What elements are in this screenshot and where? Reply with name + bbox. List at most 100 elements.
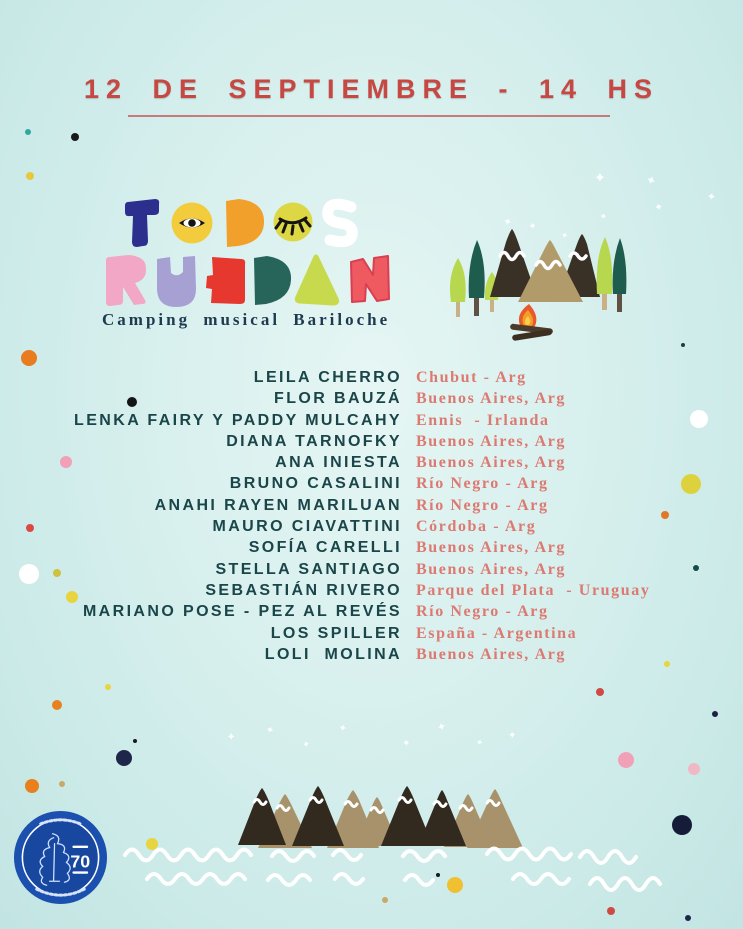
bottom-mountains-waves	[123, 786, 662, 892]
confetti-dot	[105, 684, 111, 690]
artist-origin: España - Argentina	[416, 624, 578, 642]
artist-name: ANA INIESTA	[275, 454, 402, 472]
artist-origin: Buenos Aires, Arg	[416, 560, 567, 578]
confetti-dot	[618, 752, 634, 768]
sparkle-icon: ✦	[337, 721, 347, 734]
artist-origin: Río Negro - Arg	[416, 496, 549, 514]
event-date-title: 12 DE SEPTIEMBRE - 14 HS	[83, 74, 660, 104]
tree-icon	[596, 237, 627, 312]
lineup-row: ANA INIESTA Buenos Aires, Arg	[0, 454, 743, 475]
artist-name: LOLI MOLINA	[264, 645, 402, 663]
artist-name: FLOR BAUZÁ	[274, 390, 402, 408]
lineup-row: BRUNO CASALINI Río Negro - Arg	[0, 475, 743, 496]
badge-center-art	[39, 833, 71, 886]
confetti-dot	[127, 397, 137, 407]
lineup-row: SOFÍA CARELLI Buenos Aires, Arg	[0, 539, 743, 560]
artist-origin: Buenos Aires, Arg	[416, 454, 567, 472]
confetti-dot	[681, 474, 701, 494]
sparkle-icon: ✦	[264, 723, 275, 736]
sparkle-icon: ✦	[643, 173, 657, 188]
confetti-dot	[26, 524, 34, 532]
sparkle-icon: ✦	[706, 191, 717, 204]
confetti-dot	[681, 343, 685, 347]
artist-origin: Buenos Aires, Arg	[416, 432, 567, 450]
artist-origin: Ennis - Irlanda	[416, 411, 550, 429]
lineup-row: DIANA TARNOFKY Buenos Aires, Arg	[0, 433, 743, 454]
confetti-dot	[21, 350, 37, 366]
open-eye-icon	[179, 218, 205, 228]
confetti-dot	[688, 763, 700, 775]
sparkle-icon: ✦	[475, 737, 484, 748]
confetti-dot	[685, 915, 691, 921]
confetti-dot	[116, 750, 132, 766]
lineup-row: LENKA FAIRY Y PADDY MULCAHY Ennis - Irlan…	[0, 412, 743, 433]
lineup-row: LOLI MOLINA Buenos Aires, Arg	[0, 646, 743, 667]
confetti-dot	[26, 172, 34, 180]
badge-70: 70	[70, 845, 90, 874]
mountains-icon	[490, 229, 600, 302]
badge-arc-text-bottom	[35, 887, 86, 897]
lineup-row: MARIANO POSE - PEZ AL REVÉS Río Negro - A…	[0, 603, 743, 624]
badge-arc-text-top	[39, 818, 82, 826]
svg-text:70: 70	[70, 851, 90, 871]
confetti-dot	[59, 781, 65, 787]
anniversary-badge: 70	[13, 810, 108, 905]
campfire-icon	[510, 304, 553, 341]
closed-eye-icon	[274, 216, 312, 236]
confetti-dot	[664, 661, 670, 667]
lineup-row: STELLA SANTIAGO Buenos Aires, Arg	[0, 561, 743, 582]
logo-letters-art	[106, 198, 390, 307]
logo-tagline: Camping musical Bariloche	[102, 310, 391, 329]
lineup-row: LOS SPILLER España - Argentina	[0, 625, 743, 646]
artist-name: LEILA CHERRO	[253, 369, 402, 386]
lineup-row: ANAHI RAYEN MARILUAN Río Negro - Arg	[0, 497, 743, 518]
confetti-dot	[690, 410, 708, 428]
artist-origin: Buenos Aires, Arg	[416, 645, 567, 663]
lineup-row: FLOR BAUZÁ Buenos Aires, Arg	[0, 390, 743, 411]
confetti-dot	[146, 838, 158, 850]
artist-name: ANAHI RAYEN MARILUAN	[154, 496, 402, 514]
confetti-dot	[712, 711, 718, 717]
artist-name: MAURO CIAVATTINI	[212, 518, 402, 536]
confetti-dot	[436, 873, 440, 877]
artist-name: MARIANO POSE - PEZ AL REVÉS	[82, 603, 402, 621]
lineup-row: MAURO CIAVATTINI Córdoba - Arg	[0, 518, 743, 539]
confetti-dot	[53, 569, 61, 577]
lineup-row: LEILA CHERRO Chubut - Arg	[0, 369, 743, 390]
artist-name: DIANA TARNOFKY	[226, 432, 402, 450]
camp-illustration	[449, 229, 627, 341]
sparkle-icon: ✦	[227, 732, 236, 743]
artist-name: STELLA SANTIAGO	[215, 560, 402, 578]
confetti-dot	[607, 907, 615, 915]
confetti-dot	[52, 700, 62, 710]
confetti-dot	[66, 591, 78, 603]
sparkle-icon: ✦	[594, 169, 606, 185]
artist-name: LOS SPILLER	[270, 624, 402, 642]
lineup-list: LEILA CHERRO Chubut - Arg FLOR BAUZÁ Buenos…	[0, 369, 743, 667]
logo-words: TODOS RUEDAN	[0, 0, 1, 1]
artist-origin: Río Negro - Arg	[416, 603, 549, 621]
confetti-dot	[133, 739, 137, 743]
confetti-dot	[25, 779, 39, 793]
waves-icon	[123, 846, 662, 892]
sparkle-icon: ✦	[653, 200, 664, 213]
artist-name: SEBASTIÁN RIVERO	[205, 581, 402, 599]
lineup-row: SEBASTIÁN RIVERO Parque del Plata - Urugu…	[0, 582, 743, 603]
mountains-row-icon	[238, 786, 523, 848]
sparkle-icon: ✦	[402, 737, 411, 748]
artist-origin: Buenos Aires, Arg	[416, 390, 567, 408]
confetti-dot	[25, 129, 31, 135]
artist-origin: Buenos Aires, Arg	[416, 539, 567, 557]
title-underline	[128, 115, 610, 117]
sparkle-icon: ✦	[600, 212, 607, 221]
confetti-dot	[447, 877, 463, 893]
sparkle-icon: ✦	[508, 729, 517, 740]
artist-name: BRUNO CASALINI	[229, 475, 402, 493]
artist-origin: Río Negro - Arg	[416, 475, 549, 493]
confetti-dot	[19, 564, 39, 584]
artist-name: LENKA FAIRY Y PADDY MULCAHY	[74, 411, 402, 429]
confetti-dot	[71, 133, 79, 141]
confetti-dot	[661, 511, 669, 519]
confetti-dot	[60, 456, 72, 468]
